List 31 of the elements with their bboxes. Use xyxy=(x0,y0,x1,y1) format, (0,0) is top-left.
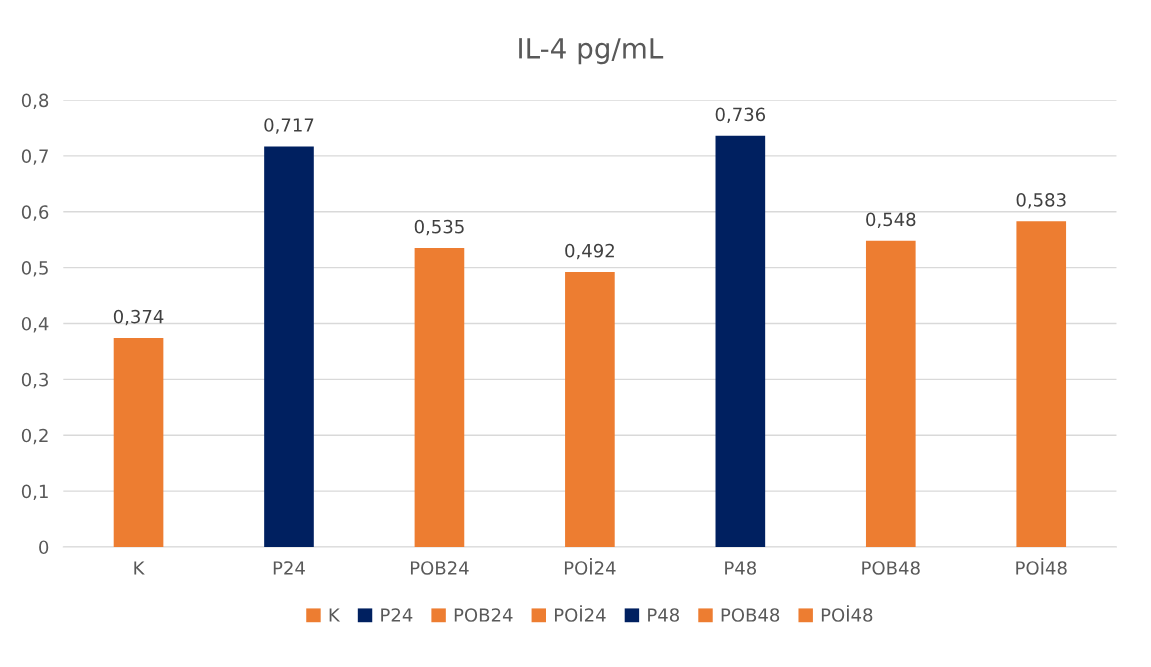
data-label: 0,374 xyxy=(113,309,164,326)
data-label: 0,583 xyxy=(1016,193,1066,209)
y-tick-label: 0,1 xyxy=(21,484,48,501)
data-label: 0,717 xyxy=(264,118,314,134)
x-tick-label: P24 xyxy=(273,561,305,575)
data-label: 0,535 xyxy=(414,219,464,236)
x-tick-label: POİ24 xyxy=(564,558,616,575)
legend-label: POİ48 xyxy=(821,605,873,622)
y-tick-label: 0,6 xyxy=(21,205,49,221)
legend-label: POB24 xyxy=(454,608,513,622)
y-tick-label: 0,5 xyxy=(21,261,48,277)
legend-label: P48 xyxy=(648,608,679,622)
y-tick-label: 0,7 xyxy=(21,149,48,165)
data-label: 0,548 xyxy=(866,212,916,229)
x-tick-label: POB24 xyxy=(410,561,469,575)
y-tick-label: 0 xyxy=(39,540,49,555)
y-tick-label: 0,4 xyxy=(21,316,49,333)
x-tick-label: K xyxy=(134,561,145,575)
x-tick-label: P48 xyxy=(725,561,757,575)
legend-label: P24 xyxy=(381,608,413,622)
data-label: 0,492 xyxy=(565,243,614,260)
y-tick-label: 0,2 xyxy=(21,428,48,445)
chart-title: IL-4 pg/mL xyxy=(519,38,664,65)
data-label: 0,736 xyxy=(715,107,766,124)
legend-label: POİ24 xyxy=(555,605,606,622)
x-tick-label: POİ48 xyxy=(1016,558,1067,575)
y-tick-label: 0,8 xyxy=(21,93,49,110)
legend-label: POB48 xyxy=(721,608,780,622)
x-tick-label: POB48 xyxy=(862,561,920,575)
y-tick-label: 0,3 xyxy=(21,372,48,389)
legend-label: K xyxy=(329,608,341,622)
